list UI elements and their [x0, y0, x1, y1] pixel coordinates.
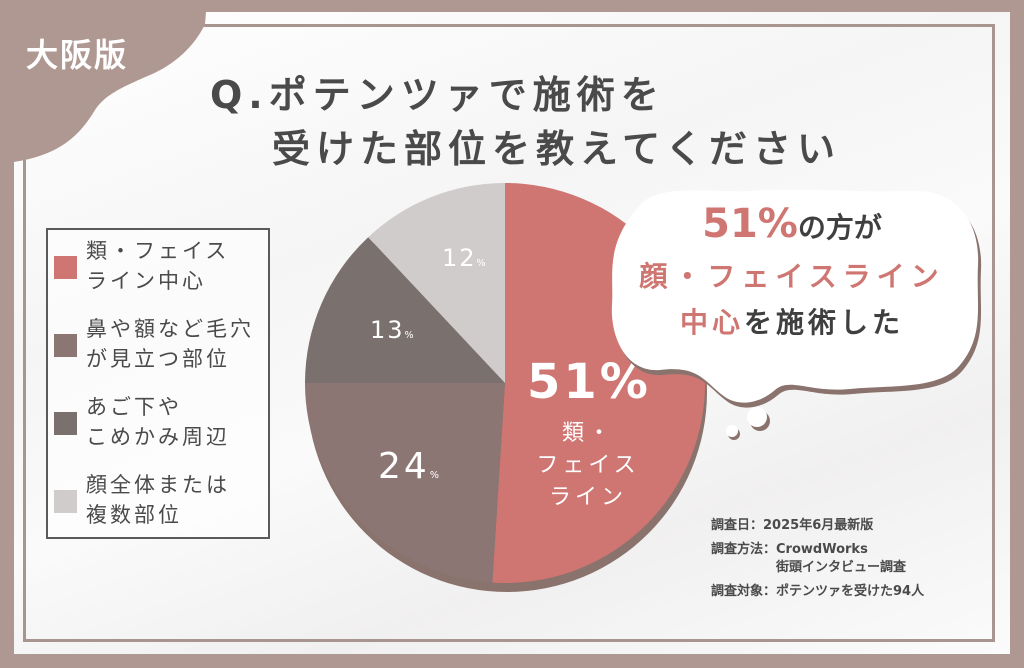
chart-legend: 類・フェイス ライン中心 鼻や額など毛穴 が見立つ部位 あご下や こめかみ周辺 …: [46, 228, 270, 539]
inner-frame-border: [23, 24, 995, 642]
percent-sign: %: [476, 258, 488, 269]
callout-line3-accent: 中心: [679, 306, 744, 339]
legend-label: 顔全体または 複数部位: [86, 473, 230, 527]
pie-slice-jaw-temple: [305, 237, 505, 383]
callout-line3-text: を施術した: [744, 306, 905, 339]
legend-swatch: [54, 490, 77, 513]
value-text: 13: [370, 316, 405, 344]
survey-date: 調査日：2025年6月最新版: [711, 517, 924, 535]
survey-date-value: 2025年6月最新版: [763, 518, 874, 533]
survey-method-value: CrowdWorks 街頭インタビュー調査: [776, 542, 907, 575]
legend-label: 鼻や額など毛穴 が見立つ部位: [86, 317, 254, 371]
survey-info: 調査日：2025年6月最新版 調査方法：CrowdWorks 街頭インタビュー調…: [711, 517, 924, 607]
callout-percentage: 51%: [702, 201, 798, 247]
legend-swatch: [54, 334, 77, 357]
value-text: 12: [442, 244, 477, 272]
percent-sign: %: [404, 330, 416, 341]
callout-line2: 顔・フェイスライン: [639, 260, 945, 293]
slice-value-12: 12%: [442, 244, 488, 272]
slice-name-face-line: 類・ フェイス ライン: [536, 421, 640, 510]
question-title-line1: Q.ポテンツァで施術を: [210, 73, 665, 117]
callout-text: 51%の方が 顔・フェイスライン 中心を施術した: [614, 198, 970, 346]
legend-swatch: [54, 412, 77, 435]
legend-item: 鼻や額など毛穴 が見立つ部位: [48, 314, 268, 378]
corner-badge-shape: [0, 0, 260, 200]
question-title-line2: 受けた部位を教えてください: [272, 127, 841, 171]
pie-slice-pores: [305, 383, 505, 583]
legend-swatch: [54, 256, 77, 279]
slice-value-24: 24%: [378, 446, 442, 487]
survey-method: 調査方法：CrowdWorks 街頭インタビュー調査: [711, 541, 924, 577]
survey-target-value: ポテンツァを受けた94人: [776, 584, 925, 599]
legend-item: あご下や こめかみ周辺: [48, 392, 268, 456]
survey-target: 調査対象：ポテンツァを受けた94人: [711, 583, 924, 601]
survey-date-label: 調査日：: [711, 518, 764, 533]
legend-item: 類・フェイス ライン中心: [48, 236, 268, 300]
callout-line1: 51%の方が: [614, 198, 970, 254]
survey-method-label: 調査方法：: [711, 542, 777, 557]
legend-label: あご下や こめかみ周辺: [86, 395, 230, 449]
legend-label: 類・フェイス ライン中心: [86, 239, 230, 293]
value-text: 51: [527, 354, 600, 410]
survey-target-label: 調査対象：: [711, 584, 777, 599]
callout-line1-text: の方が: [797, 211, 882, 244]
callout-line3: 中心を施術した: [614, 300, 970, 346]
value-text: 24: [378, 446, 430, 487]
percent-sign: %: [429, 470, 442, 481]
pie-slice-whole-face: [368, 183, 505, 383]
region-badge: 大阪版: [26, 36, 129, 74]
slice-value-13: 13%: [370, 316, 416, 344]
thought-bubble: [611, 189, 982, 440]
legend-item: 顔全体または 複数部位: [48, 470, 268, 534]
